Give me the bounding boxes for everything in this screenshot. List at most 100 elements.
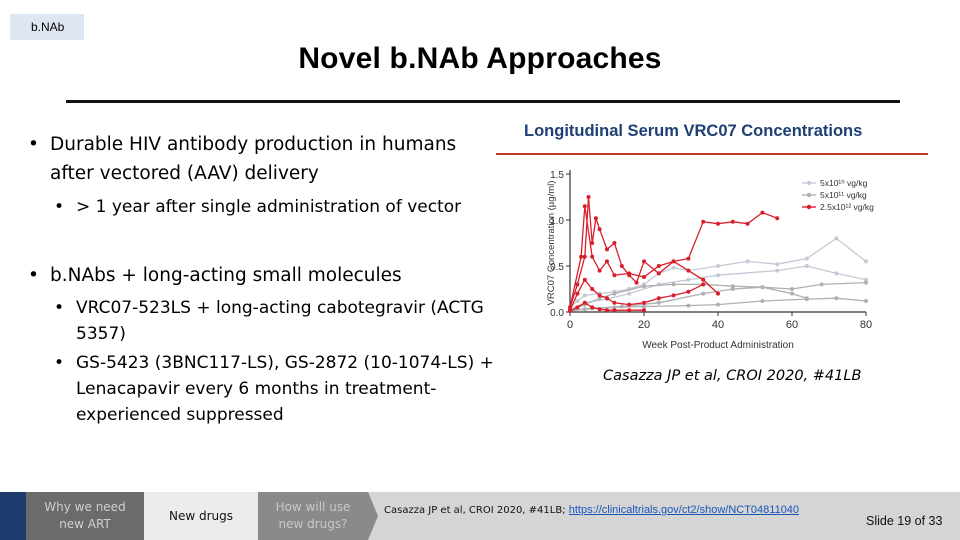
data-point (701, 282, 706, 287)
bullet-line: VRC07-523LS + long-acting cabotegravir (… (76, 298, 484, 318)
data-point (605, 308, 609, 313)
data-point (642, 259, 646, 264)
data-point (656, 296, 661, 301)
data-point (701, 219, 706, 224)
data-point (671, 293, 676, 298)
data-point (642, 304, 646, 309)
data-point (804, 296, 809, 301)
data-point (627, 271, 632, 276)
nav-new-drugs[interactable]: New drugs (144, 492, 258, 540)
data-point (575, 291, 580, 296)
data-point (575, 282, 580, 287)
legend-entry: 5x10¹⁰ vg/kg (820, 178, 868, 188)
data-point (671, 265, 676, 270)
bullet-line: > 1 year after single administration of … (76, 197, 462, 217)
bullet-item: Durable HIV antibody production in human… (28, 130, 498, 188)
data-point (671, 259, 676, 264)
data-point (701, 277, 706, 282)
series-line (569, 196, 778, 308)
data-point (568, 309, 572, 314)
data-point (819, 282, 824, 287)
data-point (864, 259, 868, 264)
series-line (569, 206, 719, 308)
data-point (745, 259, 750, 264)
data-point (619, 304, 624, 309)
nav-why-we-need-new-art[interactable]: Why we need new ART (26, 492, 144, 540)
data-point (590, 287, 595, 291)
data-point (716, 221, 720, 226)
data-point (575, 299, 580, 303)
x-tick-label: 60 (786, 319, 798, 331)
legend-entry: 2.5x10¹² vg/kg (820, 202, 874, 212)
data-point (579, 254, 584, 259)
footer-edge (0, 492, 26, 540)
data-point (582, 293, 587, 298)
data-point (612, 273, 617, 278)
data-point (582, 204, 587, 209)
y-axis-label: VRC07 Concentration (µg/ml) (546, 181, 557, 306)
data-point (760, 299, 765, 303)
data-point (627, 291, 632, 296)
clinicaltrials-link[interactable]: https://clinicaltrials.gov/ct2/show/NCT0… (568, 504, 800, 516)
data-point (656, 271, 661, 276)
data-point (716, 264, 720, 268)
bullet-item: b.NAbs + long-acting small molecules (28, 261, 498, 290)
data-point (775, 268, 780, 273)
data-point (597, 293, 602, 298)
legend-entry: 5x10¹¹ vg/kg (820, 190, 867, 200)
data-point (634, 280, 639, 285)
data-point (834, 296, 839, 301)
x-axis-label: Week Post-Product Administration (642, 340, 794, 351)
data-point (686, 289, 691, 294)
reference-text: Casazza JP et al, CROI 2020, #41LB; (384, 505, 569, 516)
y-tick-label: 1.0 (550, 216, 564, 227)
data-point (804, 256, 809, 261)
data-point (864, 299, 868, 303)
data-point (775, 216, 780, 221)
slide-title-text: Novel b.NAb Approaches (298, 42, 662, 75)
line-chart: 0.0 0.5 1.0 1.5 0 20 40 60 80 Week Post-Product A… (546, 170, 874, 351)
data-point (730, 287, 735, 291)
sub-bullet-item: GS-5423 (3BNC117-LS), GS-2872 (10-1074-L… (54, 350, 504, 428)
chart-title-rule (496, 153, 928, 155)
data-point (686, 256, 691, 261)
series-line (569, 237, 867, 308)
data-point (642, 300, 646, 305)
slide-number: Slide 19 of 33 (866, 514, 943, 528)
data-point (671, 282, 676, 287)
data-point (716, 302, 720, 307)
data-point (612, 308, 617, 313)
sub-bullet-item: VRC07-523LS + long-acting cabotegravir (… (54, 295, 504, 347)
data-point (582, 277, 587, 282)
nav-how-will-use-new-drugs[interactable]: How will use new drugs? (258, 492, 368, 540)
data-point (612, 241, 617, 245)
data-point (716, 273, 720, 278)
data-point (612, 300, 617, 305)
legend-marker (806, 204, 812, 210)
data-point (730, 284, 735, 289)
data-point (864, 277, 868, 282)
data-point (586, 195, 591, 199)
data-point (627, 302, 632, 307)
data-point (582, 300, 587, 305)
data-point (760, 210, 765, 215)
y-tick-label: 1.5 (550, 170, 564, 181)
data-point (642, 275, 646, 279)
data-point (597, 307, 602, 312)
series-line (569, 281, 867, 311)
data-point (834, 271, 839, 276)
sub-bullet-item: > 1 year after single administration of … (54, 194, 504, 221)
nav-arrow (368, 492, 378, 540)
x-tick-label: 0 (567, 319, 573, 331)
data-point (590, 254, 595, 259)
x-tick-label: 20 (638, 319, 650, 331)
title-underline (66, 100, 900, 103)
data-point (605, 247, 609, 252)
data-point (730, 219, 735, 224)
data-point (864, 280, 868, 285)
data-point (605, 296, 609, 301)
data-point (597, 227, 602, 232)
data-point (590, 241, 595, 245)
data-point (642, 308, 646, 313)
